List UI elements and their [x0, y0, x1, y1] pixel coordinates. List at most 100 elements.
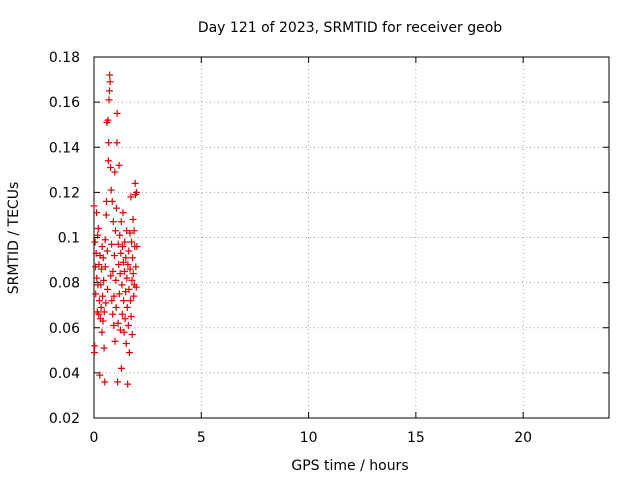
- x-tick-label: 10: [300, 430, 318, 446]
- y-tick-labels: 0.02 0.04 0.06 0.08 0.1 0.12 0.14 0.16 0.18: [49, 50, 80, 427]
- data-point: [120, 267, 128, 275]
- data-point: [111, 168, 119, 176]
- data-point: [106, 78, 114, 86]
- data-point: [114, 319, 122, 327]
- data-point: [94, 231, 102, 239]
- data-point: [124, 261, 132, 269]
- data-point: [104, 285, 112, 293]
- data-point: [102, 299, 110, 307]
- data-point: [120, 297, 128, 305]
- x-axis-title: GPS time / hours: [291, 458, 408, 474]
- data-point: [113, 109, 121, 117]
- data-points: [90, 71, 141, 388]
- data-point: [109, 267, 117, 275]
- data-point: [118, 310, 126, 318]
- y-tick-label: 0.08: [49, 276, 80, 292]
- data-point: [90, 202, 98, 210]
- data-point: [116, 326, 124, 334]
- data-point: [128, 331, 136, 339]
- data-point: [122, 254, 130, 262]
- data-point: [91, 342, 99, 350]
- data-point: [109, 218, 117, 226]
- data-point: [99, 292, 107, 300]
- data-point: [107, 186, 115, 194]
- data-point: [105, 96, 113, 104]
- x-tick-label: 5: [197, 430, 206, 446]
- data-point: [100, 308, 108, 316]
- axis-ticks: [93, 56, 609, 419]
- data-point: [117, 218, 125, 226]
- data-point: [126, 297, 134, 305]
- data-point: [108, 197, 116, 205]
- data-point: [109, 310, 117, 318]
- data-point: [118, 281, 126, 289]
- data-point: [94, 224, 102, 232]
- data-point: [125, 247, 133, 255]
- data-point: [123, 274, 131, 282]
- data-point: [121, 238, 129, 246]
- data-point: [133, 243, 141, 251]
- data-point: [95, 261, 103, 269]
- data-point: [126, 265, 134, 273]
- data-point: [92, 290, 100, 298]
- y-axis-title: SRMTID / TECUs: [6, 182, 22, 295]
- data-point: [115, 261, 123, 269]
- y-tick-label: 0.06: [49, 321, 80, 337]
- data-point: [132, 263, 140, 271]
- data-point: [108, 297, 116, 305]
- x-tick-label: 15: [407, 430, 425, 446]
- data-point: [95, 297, 103, 305]
- data-point: [128, 276, 136, 284]
- data-point: [105, 87, 113, 95]
- data-point: [93, 274, 101, 282]
- data-point: [90, 349, 98, 357]
- data-point: [130, 292, 138, 300]
- data-point: [112, 303, 120, 311]
- data-point: [110, 252, 118, 260]
- data-point: [124, 321, 132, 329]
- data-point: [103, 247, 111, 255]
- data-point: [116, 231, 124, 239]
- plot-frame: [93, 56, 610, 419]
- y-tick-label: 0.1: [58, 231, 80, 247]
- data-point: [132, 283, 140, 291]
- data-point: [130, 227, 138, 235]
- data-point: [104, 157, 112, 165]
- data-point: [99, 317, 107, 325]
- data-point: [93, 209, 101, 217]
- chart-title: Day 121 of 2023, SRMTID for receiver geo…: [198, 20, 502, 36]
- x-tick-label: 20: [514, 430, 532, 446]
- data-point: [110, 292, 118, 300]
- data-point: [119, 209, 127, 217]
- data-point: [128, 238, 136, 246]
- data-point: [124, 380, 132, 388]
- x-tick-label: 0: [90, 430, 99, 446]
- data-point: [107, 164, 115, 172]
- data-point: [122, 340, 130, 348]
- data-point: [98, 243, 106, 251]
- data-point: [113, 204, 121, 212]
- data-point: [114, 378, 122, 386]
- data-point: [96, 371, 104, 379]
- data-point: [98, 265, 106, 273]
- y-tick-label: 0.16: [49, 95, 80, 111]
- data-point: [120, 328, 128, 336]
- y-tick-label: 0.18: [49, 50, 80, 66]
- data-point: [119, 258, 127, 266]
- data-point: [105, 139, 113, 147]
- data-point: [100, 276, 108, 284]
- data-point: [106, 71, 114, 79]
- data-point: [111, 227, 119, 235]
- grid-lines: [94, 57, 609, 418]
- data-point: [102, 211, 110, 219]
- data-point: [119, 243, 127, 251]
- data-point: [97, 303, 105, 311]
- data-point: [127, 193, 135, 201]
- data-point: [91, 238, 99, 246]
- data-point: [108, 240, 116, 248]
- data-point: [121, 315, 129, 323]
- y-tick-label: 0.02: [49, 411, 80, 427]
- data-point: [99, 254, 107, 262]
- data-point: [101, 263, 109, 271]
